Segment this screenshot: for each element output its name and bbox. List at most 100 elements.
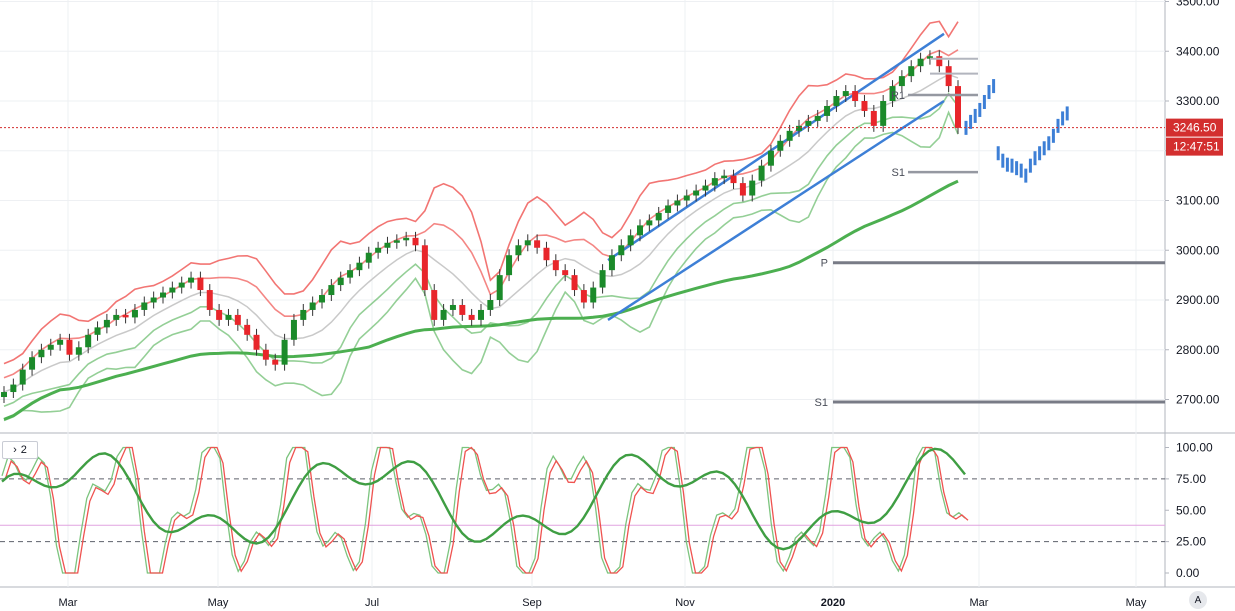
x-tick-label: May	[208, 597, 229, 609]
candle-body	[665, 205, 672, 213]
candle-body	[253, 334, 260, 350]
candle-body	[347, 270, 354, 278]
candle-body	[515, 245, 522, 256]
candle-body	[94, 327, 101, 335]
candle-body	[131, 309, 138, 318]
auto-scale-button[interactable]: A	[1189, 591, 1207, 609]
candle-body	[47, 344, 54, 350]
candle-body	[711, 178, 718, 186]
countdown-badge	[1166, 137, 1223, 156]
candle-body	[449, 304, 456, 310]
candle-body	[188, 277, 195, 283]
candle-body	[926, 56, 933, 59]
candle-body	[861, 101, 868, 111]
candle-body	[814, 115, 821, 121]
candle-body	[580, 290, 587, 303]
projection-bar	[1051, 128, 1055, 143]
y-tick-label: 3300.00	[1176, 94, 1220, 108]
candle-body	[590, 287, 597, 303]
oscillator-legend[interactable]: › 2	[2, 441, 38, 459]
stoch-d-line	[4, 446, 969, 574]
candle-body	[534, 240, 541, 248]
projection-bar	[969, 114, 973, 129]
candle-body	[206, 290, 213, 310]
x-tick-label: Jul	[365, 597, 379, 609]
x-tick-label: Mar	[970, 597, 989, 609]
candle-body	[272, 359, 279, 365]
candle-body	[852, 91, 859, 101]
candle-body	[702, 185, 709, 191]
candle-body	[19, 369, 26, 385]
short-pivot-label: S1	[892, 167, 905, 179]
candle-body	[739, 183, 746, 196]
candle-body	[234, 314, 241, 325]
candle-body	[197, 277, 204, 291]
upper-band-inner	[3, 49, 959, 379]
candle-body	[796, 125, 802, 131]
long-moving-average	[3, 179, 959, 421]
candle-body	[262, 349, 269, 360]
candle-body	[403, 237, 410, 241]
countdown-text: 12:47:51	[1173, 140, 1220, 154]
candle-body	[721, 175, 728, 179]
candle-body	[319, 295, 325, 303]
candle-body	[431, 290, 438, 320]
candle-body	[608, 255, 615, 271]
middle-band	[3, 73, 959, 393]
pivot-level-label: P	[821, 258, 828, 270]
short-pivot-label: R1	[891, 90, 905, 102]
candle-body	[365, 252, 372, 263]
projection-bar	[1024, 168, 1028, 183]
osc-y-tick-label: 75.00	[1176, 472, 1206, 486]
candle-body	[842, 91, 849, 97]
candle-body	[627, 235, 634, 246]
candle-body	[244, 324, 251, 335]
candle-body	[384, 242, 391, 248]
candle-body	[543, 247, 550, 261]
channel-upper	[607, 32, 945, 262]
projection-bar	[1028, 158, 1032, 173]
candle-body	[57, 339, 64, 345]
projection-bar	[1065, 106, 1069, 121]
projection-bar	[1001, 153, 1005, 168]
projection-bar	[1033, 151, 1037, 166]
projection-bar	[1015, 161, 1019, 176]
pivot-level-label: S1	[815, 397, 828, 409]
candle-body	[767, 150, 774, 166]
y-tick-label: 3000.00	[1176, 243, 1220, 257]
candle-body	[290, 319, 297, 340]
candle-body	[178, 282, 185, 288]
candle-body	[10, 384, 17, 393]
candle-body	[524, 240, 531, 246]
candle-body	[571, 275, 578, 291]
candle-body	[824, 105, 831, 116]
last-price-text: 3246.50	[1173, 121, 1217, 135]
candle-body	[898, 76, 905, 87]
candle-body	[169, 287, 176, 293]
candle-body	[468, 314, 475, 320]
upper-band-outer	[3, 20, 959, 365]
osc-y-tick-label: 0.00	[1176, 566, 1200, 580]
projection-bar	[1047, 136, 1051, 151]
candle-body	[328, 285, 335, 296]
candle-body	[337, 277, 344, 286]
candle-body	[562, 270, 569, 276]
candle-body	[552, 260, 559, 271]
candle-body	[655, 212, 662, 221]
osc-y-tick-label: 25.00	[1176, 535, 1206, 549]
candle-body	[870, 110, 877, 126]
candle-body	[85, 334, 92, 348]
projection-bar	[996, 146, 1000, 161]
candle-body	[777, 140, 784, 151]
last-price-badge	[1166, 118, 1223, 137]
projection-bar	[987, 85, 991, 100]
candle-body	[375, 247, 382, 253]
candle-body	[637, 225, 643, 236]
candle-body	[66, 339, 73, 355]
candle-body	[730, 175, 737, 184]
candle-body	[955, 86, 961, 128]
candle-body	[38, 349, 45, 358]
candle-body	[122, 314, 129, 318]
osc-y-tick-label: 50.00	[1176, 503, 1206, 517]
rsi-line	[1, 447, 966, 551]
